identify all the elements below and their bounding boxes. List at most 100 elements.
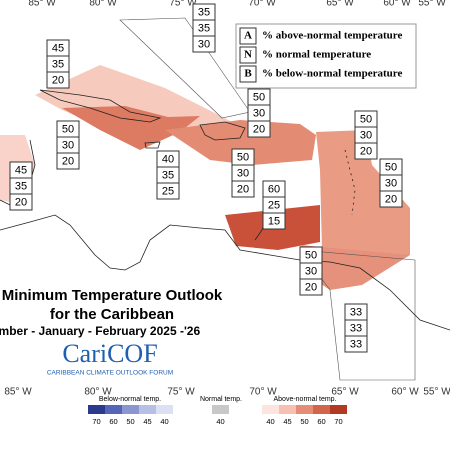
colorbar-label: 70 [92,417,100,426]
colorbar-label: 50 [300,417,308,426]
probability-box [354,142,378,160]
probability: 30 [253,107,265,119]
colorbar-swatch [313,405,330,414]
coastline [39,89,162,123]
colorbar-swatch [88,405,105,414]
probability: 45 [52,42,64,54]
probability: 20 [62,155,74,167]
colorbar-swatch [212,405,229,414]
longitude-label: 65° W [326,0,354,9]
probability: 33 [350,338,362,350]
colorbar-swatch [330,405,347,414]
probability: 50 [305,249,317,261]
probability: 25 [162,185,174,197]
colorbar-label: 70 [334,417,342,426]
region-medium [300,245,410,290]
key-letter-box [239,46,257,64]
probability: 50 [253,91,265,103]
coastline [344,149,356,216]
probability: 30 [198,38,210,50]
probability-box [299,278,323,296]
colorbar-swatch [262,405,279,414]
colorbar-swatch [296,405,313,414]
longitude-label: 70° W [248,0,276,9]
probability: 20 [360,145,372,157]
key-letter-box [239,27,257,45]
colorbar-label: 40 [266,417,274,426]
probability-box [9,193,33,211]
probability: 35 [15,180,27,192]
longitude-label: 75° W [169,0,197,9]
colorbar-label: 40 [160,417,168,426]
key-letter: N [244,49,252,61]
probability: 30 [385,177,397,189]
title: for the Caribbean [50,306,174,323]
probability: 50 [62,123,74,135]
probability-box [379,190,403,208]
probability: 30 [237,167,249,179]
longitude-label: 60° W [383,0,411,9]
longitude-label: 70° W [249,387,277,398]
colorbar-label: 45 [283,417,291,426]
region-medium [62,106,200,150]
longitude-label: 75° W [167,387,195,398]
longitude-label: 55° W [418,0,446,9]
title: Minimum Temperature Outlook [2,287,223,304]
probability: 50 [385,161,397,173]
probability: 35 [52,58,64,70]
longitude-label: 55° W [423,387,450,398]
colorbar-title: Normal temp. [200,396,242,403]
key-text: % above-normal temperature [262,30,402,42]
logo-subtitle: CARIBBEAN CLIMATE OUTLOOK FORUM [47,370,173,377]
longitude-label: 85° W [28,0,56,9]
probability: 20 [385,193,397,205]
key-text: % below-normal temperature [262,68,402,80]
probability: 20 [237,183,249,195]
colorbar-swatch [156,405,173,414]
probability: 50 [360,113,372,125]
key-letter: A [244,30,252,42]
probability: 33 [350,322,362,334]
season: December - January - February 2025 -'26 [0,324,200,338]
probability: 15 [268,215,280,227]
probability-box [56,152,80,170]
probability-box [344,335,368,353]
probability: 20 [253,123,265,135]
colorbar-label: 40 [216,417,224,426]
probability: 35 [198,22,210,34]
probability: 20 [305,281,317,293]
longitude-label: 65° W [331,387,359,398]
logo-name: CariCOF [62,339,157,368]
longitude-label: 80° W [89,0,117,9]
key-letter-box [239,65,257,83]
colorbar-label: 50 [126,417,134,426]
probability-box [247,120,271,138]
colorbar-label: 60 [109,417,117,426]
probability: 40 [162,153,174,165]
probability: 60 [268,183,280,195]
probability: 20 [15,196,27,208]
longitude-label: 60° W [391,387,419,398]
longitude-label: 85° W [4,387,32,398]
colorbar-title: Above-normal temp. [273,396,336,403]
key-box [235,23,417,89]
coastline [144,141,161,149]
probability: 30 [62,139,74,151]
coastline [0,214,450,331]
key-letter: B [244,68,252,80]
probability-box [231,180,255,198]
colorbar-title: Below-normal temp. [99,396,161,403]
probability: 35 [162,169,174,181]
probability-box [156,182,180,200]
key-text: % normal temperature [262,49,371,61]
colorbar-label: 45 [143,417,151,426]
probability: 25 [268,199,280,211]
region-medium [316,130,410,264]
probability: 50 [237,151,249,163]
colorbar-label: 60 [317,417,325,426]
probability-box [262,212,286,230]
probability: 20 [52,74,64,86]
probability: 30 [360,129,372,141]
probability-box [192,35,216,53]
